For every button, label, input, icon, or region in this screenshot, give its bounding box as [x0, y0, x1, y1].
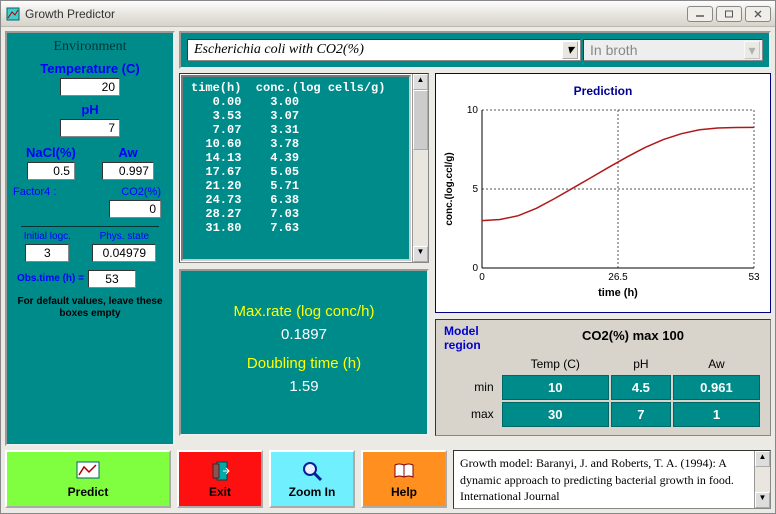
exit-button[interactable]: Exit: [177, 450, 263, 508]
medium-dropdown[interactable]: In broth ▾: [583, 39, 763, 61]
aw-input[interactable]: [102, 162, 154, 180]
initial-logc-input[interactable]: [25, 244, 69, 262]
aw-label: Aw: [118, 145, 137, 160]
co2-max-label: CO2(%) max 100: [504, 324, 762, 343]
dropdown-arrow-icon: ▾: [744, 41, 760, 59]
dropdown-arrow-icon: ▾: [562, 41, 578, 59]
factor4-sublabel: CO2(%): [121, 186, 161, 198]
prediction-chart: Prediction 0 26.5 53 0 5 10 time (h) conc.(log.…: [435, 73, 771, 313]
svg-text:0: 0: [479, 272, 485, 283]
environment-heading: Environment: [53, 39, 126, 55]
initial-logc-label: Initial logc.: [24, 231, 71, 242]
svg-text:time (h): time (h): [598, 287, 638, 299]
app-window: Growth Predictor Environment Temperature…: [0, 0, 776, 514]
exit-label: Exit: [209, 485, 231, 499]
svg-text:53: 53: [748, 272, 760, 283]
door-icon: [208, 460, 232, 482]
maximize-button[interactable]: [716, 6, 742, 22]
minimize-button[interactable]: [687, 6, 713, 22]
zoom-label: Zoom In: [289, 485, 336, 499]
chart-icon: [76, 460, 100, 482]
scroll-down-icon[interactable]: ▼: [755, 492, 770, 508]
chart-svg: 0 26.5 53 0 5 10 time (h) conc.(log.ccl/g): [440, 102, 766, 302]
organism-dropdown[interactable]: Escherichia coli with CO2(%) ▾: [187, 39, 581, 61]
svg-text:0: 0: [472, 263, 478, 274]
help-button[interactable]: Help: [361, 450, 447, 508]
organism-value: Escherichia coli with CO2(%): [194, 42, 364, 58]
data-table: time(h) conc.(log cells/g) 0.00 3.00 3.5…: [181, 75, 411, 261]
window-controls: [687, 6, 771, 22]
scrollbar[interactable]: ▲ ▼: [412, 74, 428, 262]
scroll-thumb[interactable]: [413, 90, 428, 150]
scrollbar[interactable]: ▲ ▼: [754, 451, 770, 508]
app-icon: [5, 6, 21, 22]
window-title: Growth Predictor: [25, 7, 687, 21]
maxrate-value: 0.1897: [281, 326, 327, 343]
svg-text:5: 5: [472, 184, 478, 195]
nacl-label: NaCl(%): [26, 145, 76, 160]
help-label: Help: [391, 485, 417, 499]
model-region-label: Model region: [444, 324, 504, 353]
svg-text:conc.(log.ccl/g): conc.(log.ccl/g): [444, 152, 455, 225]
temperature-label: Temperature (C): [40, 61, 139, 76]
maxrate-label: Max.rate (log conc/h): [234, 303, 375, 320]
environment-panel: Environment Temperature (C) pH NaCl(%) A…: [5, 31, 175, 446]
factor4-input[interactable]: [109, 200, 161, 218]
obs-time-input[interactable]: [88, 270, 136, 288]
doubling-label: Doubling time (h): [247, 355, 361, 372]
predict-label: Predict: [68, 485, 109, 499]
rates-panel: Max.rate (log conc/h) 0.1897 Doubling ti…: [179, 269, 429, 436]
factor4-label: Factor4 :: [13, 186, 56, 198]
citation-text: Growth model: Baranyi, J. and Roberts, T…: [454, 451, 754, 508]
ph-input[interactable]: [60, 119, 120, 137]
divider: [21, 226, 160, 227]
ph-label: pH: [81, 102, 98, 117]
predict-button[interactable]: Predict: [5, 450, 171, 508]
citation-box: Growth model: Baranyi, J. and Roberts, T…: [453, 450, 771, 509]
scroll-down-icon[interactable]: ▼: [413, 246, 428, 262]
medium-value: In broth: [590, 42, 637, 58]
book-icon: [392, 460, 416, 482]
selector-bar: Escherichia coli with CO2(%) ▾ In broth …: [179, 31, 771, 69]
model-region-panel: Model region CO2(%) max 100 Temp (C)pHAw…: [435, 319, 771, 436]
zoom-in-button[interactable]: Zoom In: [269, 450, 355, 508]
default-note: For default values, leave these boxes em…: [13, 296, 167, 320]
scroll-up-icon[interactable]: ▲: [413, 74, 428, 90]
phys-state-label: Phys. state: [100, 231, 149, 242]
titlebar: Growth Predictor: [1, 1, 775, 27]
svg-text:10: 10: [467, 105, 479, 116]
close-button[interactable]: [745, 6, 771, 22]
nacl-input[interactable]: [27, 162, 75, 180]
temperature-input[interactable]: [60, 78, 120, 96]
doubling-value: 1.59: [289, 378, 318, 395]
data-table-panel: time(h) conc.(log cells/g) 0.00 3.00 3.5…: [179, 73, 429, 263]
magnifier-icon: [300, 460, 324, 482]
chart-title: Prediction: [440, 84, 766, 98]
svg-text:26.5: 26.5: [608, 272, 628, 283]
scroll-up-icon[interactable]: ▲: [755, 451, 770, 467]
obs-time-label: Obs.time (h) =: [17, 273, 84, 284]
model-region-table: Temp (C)pHAwmin104.50.961max3071: [444, 353, 762, 429]
phys-state-input[interactable]: [92, 244, 156, 262]
